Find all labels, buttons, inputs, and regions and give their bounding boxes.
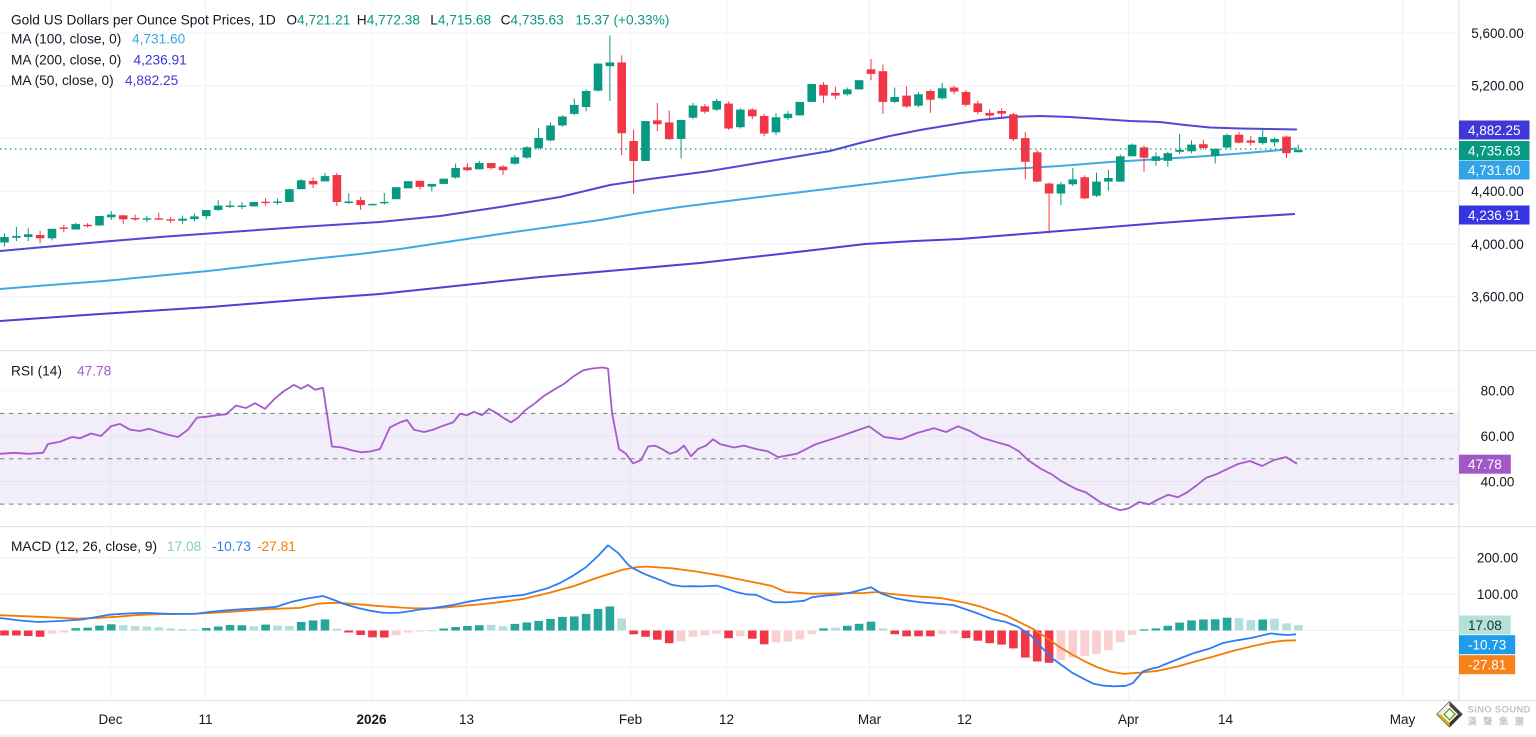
svg-text:-27.81: -27.81: [257, 539, 296, 554]
svg-text:13: 13: [459, 712, 474, 727]
svg-text:60.00: 60.00: [1481, 429, 1515, 444]
svg-text:47.78: 47.78: [77, 363, 112, 378]
svg-text:-10.73: -10.73: [1468, 638, 1506, 653]
svg-text:17.08: 17.08: [1468, 618, 1502, 633]
svg-text:MA (100, close, 0): MA (100, close, 0): [11, 32, 121, 47]
svg-text:RSI (14): RSI (14): [11, 363, 62, 378]
svg-text:MA (50, close, 0): MA (50, close, 0): [11, 73, 114, 88]
svg-text:MA (200, close, 0): MA (200, close, 0): [11, 53, 121, 68]
svg-text:-27.81: -27.81: [1468, 658, 1506, 673]
svg-text:May: May: [1390, 712, 1416, 727]
svg-text:H4,772.38: H4,772.38: [357, 12, 421, 27]
svg-text:-10.73: -10.73: [212, 539, 251, 554]
svg-text:L4,715.68: L4,715.68: [430, 12, 491, 27]
svg-text:4,400.00: 4,400.00: [1471, 184, 1524, 199]
svg-text:100.00: 100.00: [1477, 587, 1518, 602]
svg-text:漢聲集團: 漢聲集團: [1468, 716, 1531, 727]
svg-text:O4,721.21: O4,721.21: [286, 12, 350, 27]
svg-text:47.78: 47.78: [1468, 457, 1502, 472]
svg-text:5,600.00: 5,600.00: [1471, 26, 1524, 41]
svg-text:40.00: 40.00: [1481, 474, 1515, 489]
svg-text:15.37 (+0.33%): 15.37 (+0.33%): [575, 12, 669, 27]
svg-text:4,731.60: 4,731.60: [1468, 163, 1521, 178]
svg-text:Apr: Apr: [1118, 712, 1140, 727]
svg-text:2026: 2026: [356, 712, 387, 727]
svg-text:3,600.00: 3,600.00: [1471, 290, 1524, 305]
svg-text:Feb: Feb: [619, 712, 642, 727]
svg-text:5,200.00: 5,200.00: [1471, 79, 1524, 94]
svg-text:17.08: 17.08: [167, 539, 202, 554]
svg-text:200.00: 200.00: [1477, 550, 1518, 565]
svg-text:4,882.25: 4,882.25: [1468, 123, 1521, 138]
svg-text:Dec: Dec: [98, 712, 122, 727]
svg-text:12: 12: [957, 712, 972, 727]
svg-text:Gold US Dollars per Ounce Spot: Gold US Dollars per Ounce Spot Prices, 1…: [11, 12, 276, 27]
svg-text:Mar: Mar: [858, 712, 882, 727]
svg-text:14: 14: [1218, 712, 1234, 727]
svg-text:80.00: 80.00: [1481, 384, 1515, 399]
svg-text:4,236.91: 4,236.91: [1468, 208, 1521, 223]
svg-text:12: 12: [719, 712, 734, 727]
svg-text:4,000.00: 4,000.00: [1471, 237, 1524, 252]
svg-text:MACD (12, 26, close, 9): MACD (12, 26, close, 9): [11, 539, 157, 554]
svg-text:4,882.25: 4,882.25: [125, 73, 179, 88]
svg-text:4,735.63: 4,735.63: [1468, 143, 1521, 158]
svg-text:C4,735.63: C4,735.63: [501, 12, 565, 27]
svg-text:11: 11: [198, 712, 212, 727]
svg-text:4,236.91: 4,236.91: [134, 53, 187, 68]
svg-text:4,731.60: 4,731.60: [132, 32, 186, 47]
svg-text:SiNO SOUND: SiNO SOUND: [1468, 705, 1531, 716]
